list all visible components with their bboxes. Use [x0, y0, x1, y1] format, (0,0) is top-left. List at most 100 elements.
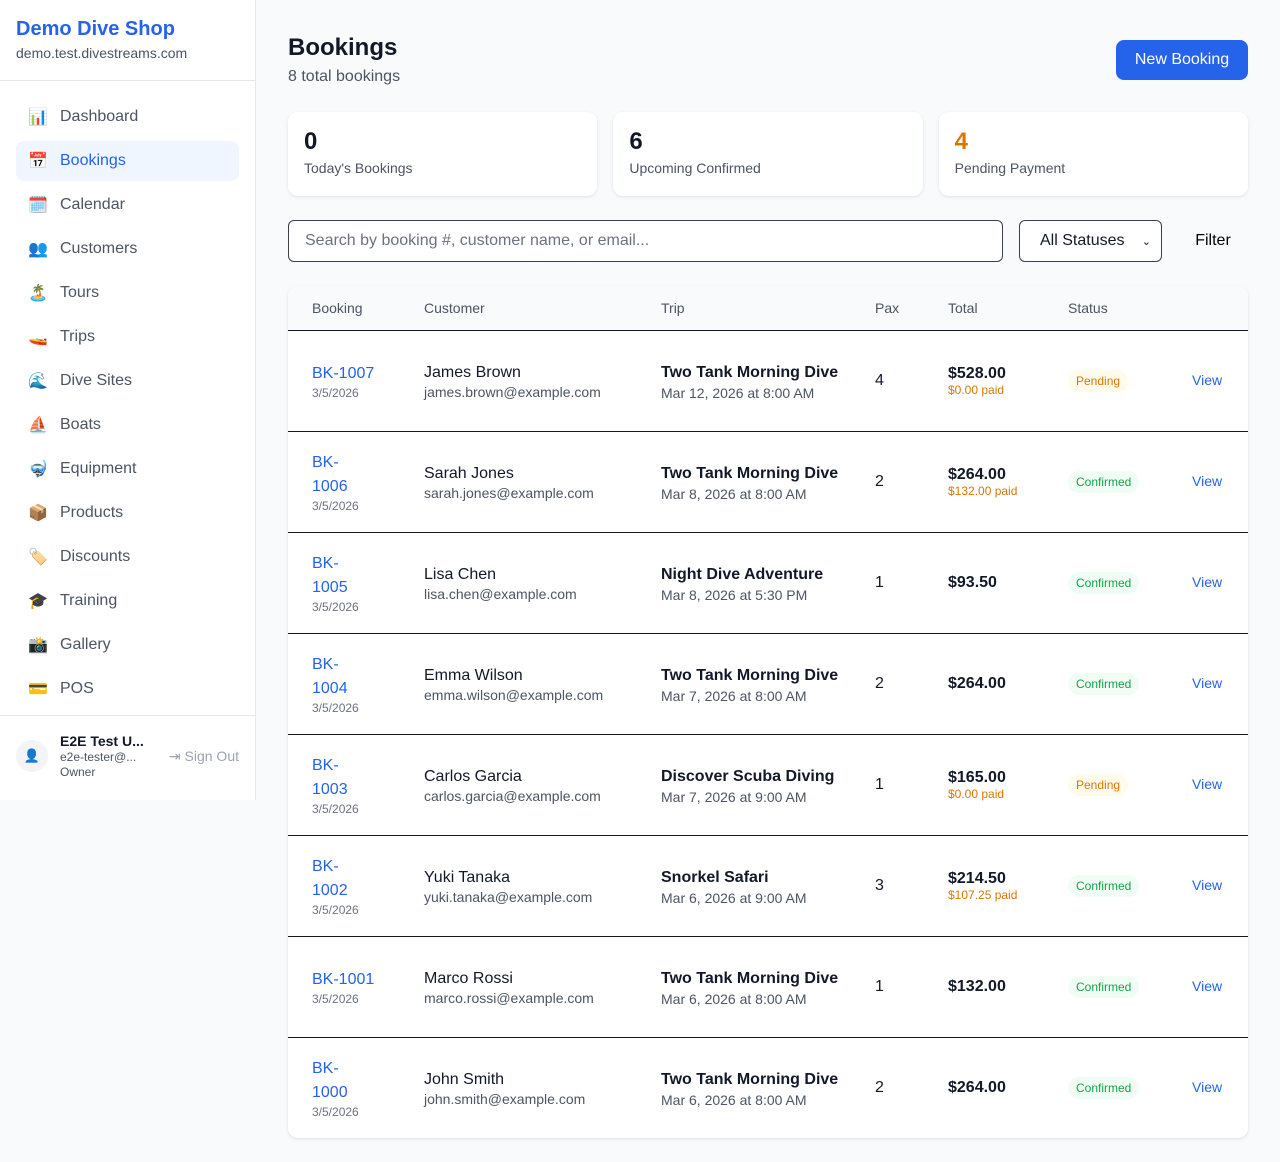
pax-count: 2 [851, 431, 924, 533]
stat-card: 0 Today's Bookings [288, 112, 598, 196]
column-header [1168, 286, 1248, 331]
sidebar-item-gallery[interactable]: 📸 Gallery [16, 625, 239, 665]
view-link[interactable]: View [1192, 573, 1223, 590]
sidebar-item-products[interactable]: 📦 Products [16, 493, 239, 533]
customer-name: Yuki Tanaka [424, 868, 510, 886]
booking-date: 3/5/2026 [312, 902, 359, 917]
column-header: Status [1044, 286, 1168, 331]
sidebar-item-pos[interactable]: 💳 POS [16, 669, 239, 709]
training-icon: 🎓 [28, 593, 48, 610]
trip-name: Two Tank Morning Dive [661, 1070, 839, 1088]
user-avatar-icon: 👤 [16, 740, 48, 772]
booking-link[interactable]: BK-1000 [312, 1059, 348, 1101]
stat-value: 0 [304, 128, 318, 155]
table-row: BK-1007 3/5/2026 James Brown james.brown@e… [288, 330, 1248, 432]
stat-value: 4 [954, 128, 969, 155]
booking-date: 3/5/2026 [312, 1104, 359, 1119]
booking-total: $528.00 [948, 364, 1006, 382]
booking-link[interactable]: BK-1007 [312, 364, 375, 382]
new-booking-button[interactable]: New Booking [1116, 40, 1248, 80]
sidebar-item-dive-sites[interactable]: 🌊 Dive Sites [16, 361, 239, 401]
stat-label: Upcoming Confirmed [629, 160, 761, 176]
booking-link[interactable]: BK-1002 [312, 857, 348, 899]
sidebar: Demo Dive Shop demo.test.divestreams.com… [0, 0, 256, 800]
sidebar-item-discounts[interactable]: 🏷️ Discounts [16, 537, 239, 577]
sidebar-item-label: Equipment [60, 460, 137, 477]
trips-icon: 🚤 [28, 329, 48, 346]
view-link[interactable]: View [1192, 775, 1223, 792]
status-badge: Confirmed [1068, 470, 1140, 493]
status-badge: Confirmed [1068, 1076, 1140, 1099]
sidebar-item-bookings[interactable]: 📅 Bookings [16, 141, 239, 181]
column-header: Customer [400, 286, 637, 331]
sidebar-item-equipment[interactable]: 🤿 Equipment [16, 449, 239, 489]
shop-name[interactable]: Demo Dive Shop [16, 18, 175, 40]
table-row: BK-1002 3/5/2026 Yuki Tanaka yuki.tanaka@e… [288, 835, 1248, 937]
customer-email: john.smith@example.com [424, 1090, 586, 1107]
view-link[interactable]: View [1192, 876, 1223, 893]
search-input[interactable] [288, 220, 1003, 262]
view-link[interactable]: View [1192, 674, 1223, 691]
sidebar-item-customers[interactable]: 👥 Customers [16, 229, 239, 269]
shop-domain: demo.test.divestreams.com [16, 45, 188, 61]
booking-date: 3/5/2026 [312, 385, 359, 400]
sidebar-nav: 📊 Dashboard 📅 Bookings 🗓️ Calendar 👥 Customers 🏝… [0, 81, 255, 709]
pax-count: 3 [851, 835, 924, 937]
sidebar-item-boats[interactable]: ⛵ Boats [16, 405, 239, 445]
booking-link[interactable]: BK-1005 [312, 554, 348, 596]
page-title: Bookings [288, 34, 398, 61]
booking-total: $93.50 [948, 573, 997, 591]
trip-name: Two Tank Morning Dive [661, 969, 839, 987]
bookings-table: Booking Customer Trip Pax Total Status BK-100… [288, 286, 1248, 1138]
status-select[interactable]: All Statuses ⌄ [1019, 220, 1162, 262]
stat-card: 6 Upcoming Confirmed [613, 112, 923, 196]
customer-email: emma.wilson@example.com [424, 686, 604, 703]
sidebar-item-tours[interactable]: 🏝️ Tours [16, 273, 239, 313]
view-link[interactable]: View [1192, 1078, 1223, 1095]
customer-email: sarah.jones@example.com [424, 484, 594, 501]
user-email: e2e-tester@... [60, 750, 137, 764]
sidebar-item-label: Dive Sites [60, 372, 133, 389]
table-row: BK-1001 3/5/2026 Marco Rossi marco.rossi@e… [288, 936, 1248, 1038]
trip-date: Mar 8, 2026 at 8:00 AM [661, 485, 807, 502]
filter-button[interactable]: Filter [1178, 220, 1248, 262]
amount-paid: $0.00 paid [948, 786, 1005, 801]
status-badge: Confirmed [1068, 571, 1140, 594]
pax-count: 1 [851, 734, 924, 836]
booking-date: 3/5/2026 [312, 599, 359, 614]
sidebar-item-dashboard[interactable]: 📊 Dashboard [16, 97, 239, 137]
booking-link[interactable]: BK-1004 [312, 655, 348, 697]
customer-email: lisa.chen@example.com [424, 585, 577, 602]
sign-out-button[interactable]: ⇥ Sign Out [169, 748, 239, 765]
trip-name: Snorkel Safari [661, 868, 769, 886]
sidebar-item-training[interactable]: 🎓 Training [16, 581, 239, 621]
booking-total: $264.00 [948, 465, 1006, 483]
customer-name: Sarah Jones [424, 464, 514, 482]
sidebar-item-label: Trips [60, 328, 95, 345]
booking-link[interactable]: BK-1003 [312, 756, 348, 798]
sidebar-item-label: POS [60, 680, 94, 697]
boats-icon: ⛵ [28, 417, 48, 434]
chevron-down-icon: ⌄ [1141, 235, 1151, 248]
user-panel: 👤 E2E Test U... e2e-tester@... Owner ⇥ S… [0, 715, 255, 796]
booking-link[interactable]: BK-1006 [312, 453, 348, 495]
sidebar-item-label: Boats [60, 416, 101, 433]
brand: Demo Dive Shop demo.test.divestreams.com [0, 0, 255, 81]
table-row: BK-1006 3/5/2026 Sarah Jones sarah.jones@e… [288, 431, 1248, 533]
stat-card: 4 Pending Payment [938, 112, 1248, 196]
pos-icon: 💳 [28, 681, 48, 698]
gallery-icon: 📸 [28, 637, 48, 654]
column-header: Booking [288, 286, 400, 331]
booking-link[interactable]: BK-1001 [312, 970, 375, 988]
view-link[interactable]: View [1192, 472, 1223, 489]
view-link[interactable]: View [1192, 371, 1223, 388]
sidebar-item-label: Calendar [60, 196, 125, 213]
view-link[interactable]: View [1192, 977, 1223, 994]
sidebar-item-calendar[interactable]: 🗓️ Calendar [16, 185, 239, 225]
sidebar-item-label: Discounts [60, 548, 131, 565]
sidebar-item-trips[interactable]: 🚤 Trips [16, 317, 239, 357]
pax-count: 1 [851, 936, 924, 1038]
column-header: Trip [637, 286, 851, 331]
customer-name: Lisa Chen [424, 565, 497, 583]
booking-total: $264.00 [948, 1078, 1006, 1096]
